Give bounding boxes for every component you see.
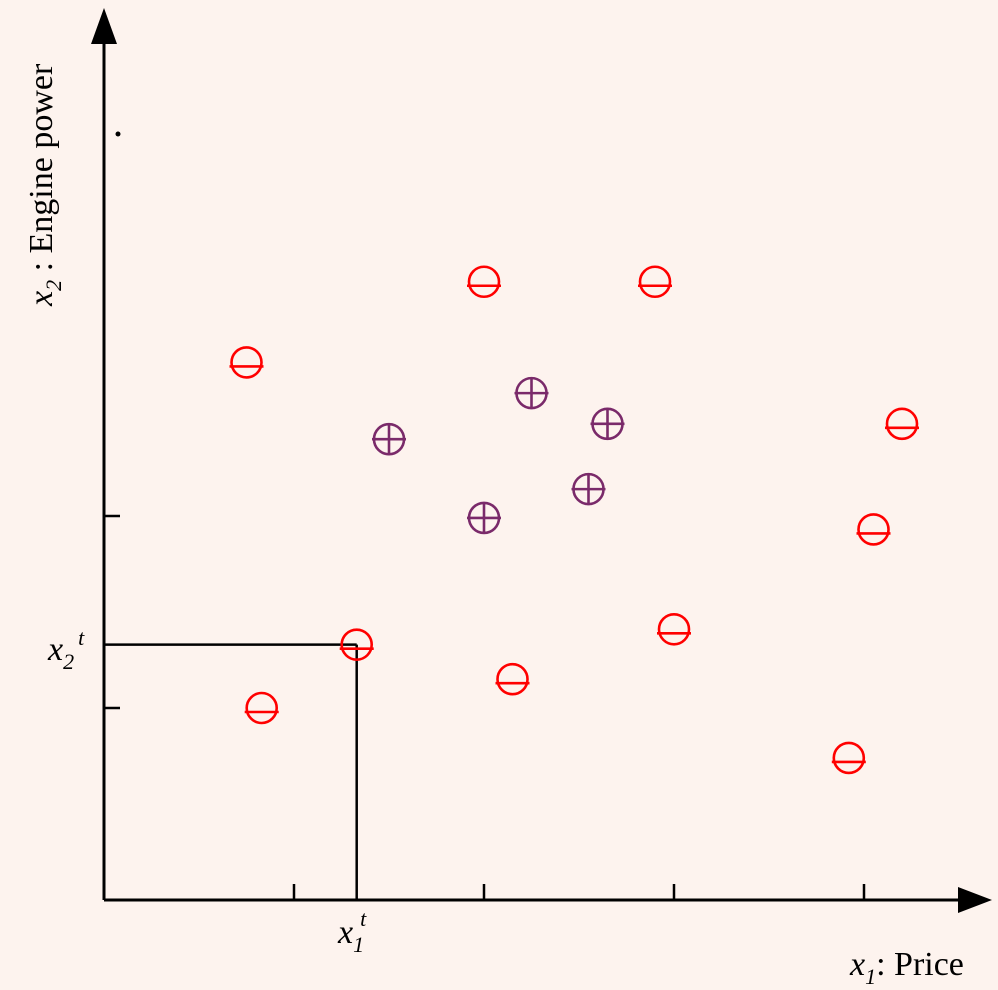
- negative-point-marker: [339, 628, 374, 661]
- y-axis-title: x2 : Engine power: [23, 63, 66, 307]
- marker-circle: [657, 612, 691, 646]
- marker-circle: [832, 741, 866, 775]
- x-axis-title: x1: Price: [849, 946, 964, 989]
- marker-circle: [230, 346, 263, 379]
- threshold-y-var: x: [47, 631, 63, 668]
- data-points: [229, 265, 919, 775]
- y-axis-title-var: x: [23, 291, 60, 307]
- marker-circle: [885, 407, 919, 441]
- marker-circle: [467, 265, 501, 299]
- y-axis-top-tick-dot: [115, 131, 121, 137]
- positive-point-marker: [372, 422, 406, 456]
- marker-circle: [496, 662, 529, 696]
- negative-point-marker: [856, 513, 891, 546]
- x-axis-title-var: x: [849, 946, 865, 983]
- threshold-y-sub: 2: [63, 649, 74, 674]
- threshold-x-label: x1t: [337, 906, 367, 957]
- y-axis-title-text: : Engine power: [23, 63, 60, 280]
- positive-point-marker: [571, 472, 606, 506]
- positive-point-marker: [590, 407, 625, 441]
- x-axis-title-sub: 1: [865, 964, 876, 989]
- negative-point-marker: [244, 691, 279, 725]
- positive-point-marker: [514, 376, 549, 410]
- y-axis-arrowhead: [91, 8, 117, 44]
- threshold-x-sup: t: [360, 906, 367, 931]
- x-axis-ticks: [292, 884, 866, 900]
- negative-point-marker: [657, 612, 691, 646]
- positive-point-marker: [467, 501, 501, 535]
- marker-circle: [638, 265, 672, 299]
- threshold-x-var: x: [337, 914, 353, 951]
- threshold-y-sup: t: [78, 625, 85, 650]
- negative-point-marker: [229, 346, 264, 379]
- threshold-x-sub: 1: [353, 932, 364, 957]
- y-axis-title-sub: 2: [41, 280, 66, 291]
- negative-point-marker: [885, 407, 919, 441]
- marker-circle: [857, 513, 890, 546]
- marker-circle: [245, 691, 279, 725]
- negative-point-marker: [495, 662, 530, 696]
- negative-point-marker: [831, 741, 866, 775]
- x-axis-title-text: : Price: [876, 946, 964, 983]
- threshold-lines: [104, 643, 358, 900]
- marker-circle: [340, 628, 374, 661]
- threshold-y-label: x2t: [47, 625, 85, 674]
- axes: [91, 8, 992, 913]
- negative-point-marker: [638, 265, 672, 299]
- negative-point-marker: [467, 265, 501, 299]
- y-axis-ticks: [104, 514, 120, 710]
- x-axis-arrowhead: [958, 887, 992, 913]
